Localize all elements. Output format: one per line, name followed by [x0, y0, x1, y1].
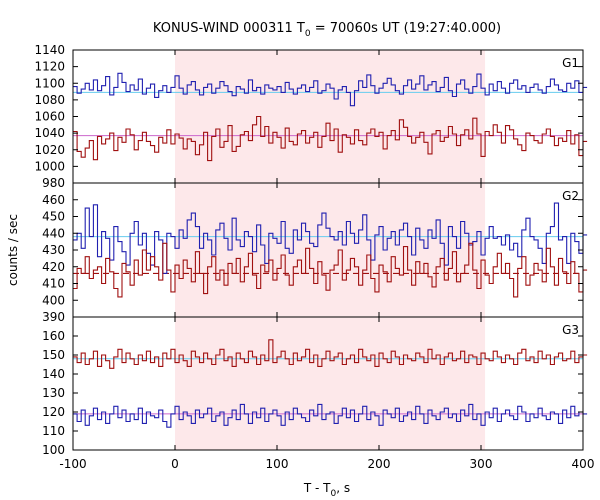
y-tick-label: 130 — [42, 386, 65, 400]
y-tick-label: 440 — [42, 226, 65, 240]
y-tick-label: 400 — [42, 293, 65, 307]
series-step-line-blue — [73, 403, 588, 428]
y-tick-label: 160 — [42, 329, 65, 343]
y-tick-label: 430 — [42, 243, 65, 257]
y-tick-label: 1040 — [34, 126, 65, 140]
y-tick-label: 1140 — [34, 43, 65, 57]
panel-g3: 100 110 120 130 140 150 160 G3 — [42, 316, 588, 457]
panel-label: G3 — [562, 323, 579, 337]
panel-g2: 390 400 410 420 430 440 450 460 G2 — [42, 182, 588, 324]
x-axis-label: T - T0, s — [303, 481, 350, 499]
y-tick-label: 390 — [42, 310, 65, 324]
series-step-line-red — [73, 115, 588, 162]
y-tick-label: 120 — [42, 405, 65, 419]
y-tick-label: 420 — [42, 260, 65, 274]
y-axis-label: counts / sec — [6, 214, 20, 286]
x-tick-label: -100 — [59, 457, 86, 471]
series-step-line-blue — [73, 72, 588, 107]
y-tick-label: 450 — [42, 210, 65, 224]
y-tick-label: 460 — [42, 193, 65, 207]
y-tick-label: 980 — [42, 176, 65, 190]
panel-label: G1 — [562, 56, 579, 70]
y-tick-label: 1100 — [34, 76, 65, 90]
y-tick-label: 1060 — [34, 110, 65, 124]
x-tick-label: 400 — [572, 457, 595, 471]
y-tick-label: 140 — [42, 367, 65, 381]
chart-title: KONUS-WIND 000311 T0 = 70060s UT (19:27:… — [153, 21, 501, 39]
y-tick-label: 1080 — [34, 93, 65, 107]
y-tick-label: 150 — [42, 348, 65, 362]
shaded-interval — [175, 183, 486, 317]
x-tick-label: 300 — [470, 457, 493, 471]
panel-frame — [72, 316, 584, 451]
panel-label: G2 — [562, 189, 579, 203]
y-tick-label: 110 — [42, 424, 65, 438]
series-step-line-blue — [73, 202, 588, 274]
panel-g1: 980 1000 1020 1040 1060 1080 1100 1120 1140 G1 — [34, 43, 588, 190]
series-step-line-red — [73, 339, 588, 369]
y-tick-label: 1020 — [34, 143, 65, 157]
x-axis-label-rest: , s — [336, 481, 350, 495]
x-axis-label-main: T - T — [303, 481, 331, 495]
title-rest: = 70060s UT (19:27:40.000) — [311, 21, 501, 36]
x-axis-label-subscript: 0 — [331, 489, 337, 499]
panels-layer: 98010001020104010601080110011201140G1390… — [34, 43, 594, 471]
series-step-line-red — [73, 242, 588, 298]
y-tick-label: 1120 — [34, 60, 65, 74]
title-subscript: 0 — [305, 29, 311, 39]
x-tick-label: 200 — [368, 457, 391, 471]
shaded-interval — [175, 317, 486, 450]
y-tick-label: 410 — [42, 277, 65, 291]
x-tick-label: 0 — [171, 457, 179, 471]
shaded-interval — [175, 50, 486, 183]
y-tick-label: 1000 — [34, 159, 65, 173]
x-tick-label: 100 — [266, 457, 289, 471]
y-tick-label: 100 — [42, 443, 65, 457]
title-main: KONUS-WIND 000311 T — [153, 21, 305, 36]
